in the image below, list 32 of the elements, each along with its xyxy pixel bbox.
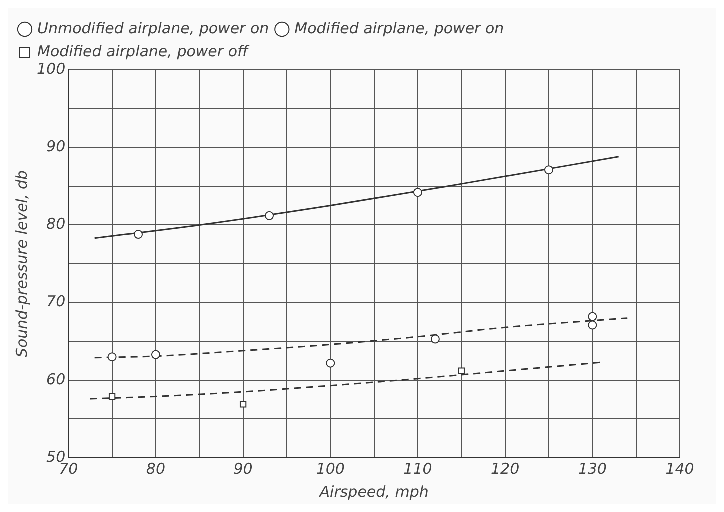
point xyxy=(430,334,440,344)
point xyxy=(588,312,598,322)
point xyxy=(151,350,160,360)
y-tick-label: 60 xyxy=(46,370,66,388)
point xyxy=(458,368,465,374)
y-axis-title: Sound-pressure level, db xyxy=(12,170,31,358)
x-tick-label: 110 xyxy=(404,460,432,478)
x-tick-label: 80 xyxy=(146,460,166,478)
point xyxy=(326,358,336,368)
y-tick-label: 70 xyxy=(46,292,66,311)
x-tick-label: 140 xyxy=(666,460,694,478)
legend-label: Unmodified airplane, power on xyxy=(38,19,270,38)
point xyxy=(134,230,143,240)
point xyxy=(108,352,117,362)
y-tick-label: 80 xyxy=(46,215,66,234)
x-tick-label: 130 xyxy=(578,460,607,478)
legend-label: Modified airplane, power on xyxy=(294,19,504,38)
point xyxy=(588,320,598,330)
line-series xyxy=(90,362,602,400)
y-tick-label: 100 xyxy=(36,60,66,78)
point xyxy=(544,166,554,175)
point xyxy=(413,188,422,198)
y-tick-label: 90 xyxy=(46,137,66,156)
point xyxy=(108,393,116,400)
x-tick-label: 120 xyxy=(491,460,520,478)
x-tick-label: 100 xyxy=(316,460,345,478)
point xyxy=(240,401,247,408)
x-axis-title: Airspeed, mph xyxy=(318,482,429,501)
legend-label: Modified airplane, power off xyxy=(38,42,250,60)
x-tick-label: 90 xyxy=(234,460,253,478)
line-series xyxy=(94,156,620,240)
point xyxy=(265,211,274,220)
